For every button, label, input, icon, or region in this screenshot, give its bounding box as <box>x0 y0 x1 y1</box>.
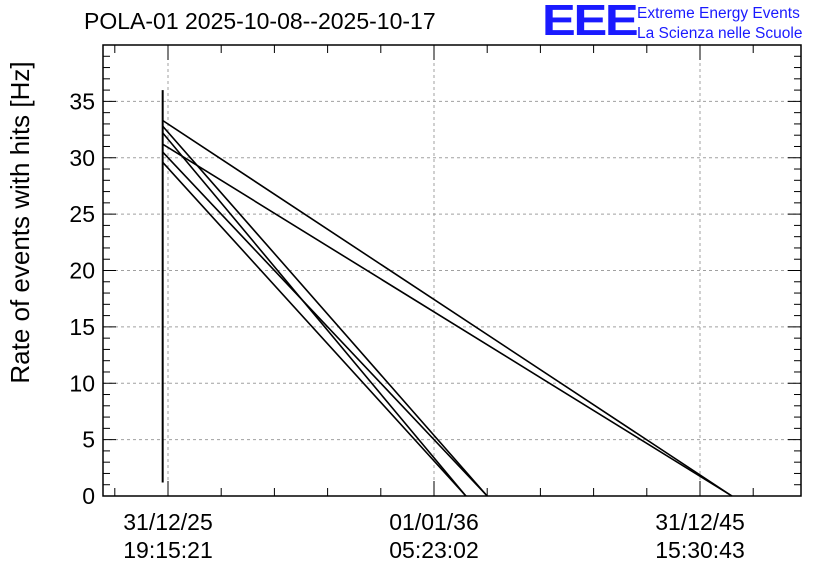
y-tick-label: 25 <box>69 201 95 227</box>
x-tick-label-time: 05:23:02 <box>389 537 479 563</box>
axes <box>102 44 802 497</box>
y-tick-label: 10 <box>69 370 95 396</box>
x-tick-label-date: 31/12/45 <box>655 509 745 535</box>
series-layer <box>161 90 733 497</box>
series-line-4 <box>162 132 467 497</box>
series-line-5 <box>162 151 488 497</box>
x-tick-label-date: 31/12/25 <box>123 509 213 535</box>
x-tick-label-time: 15:30:43 <box>655 537 745 563</box>
chart-title: POLA-01 2025-10-08--2025-10-17 <box>84 8 436 34</box>
logo-text-line2: La Scienza nelle Scuole <box>637 25 803 42</box>
y-tick-label: 35 <box>69 88 95 114</box>
series-line-3 <box>162 125 488 497</box>
x-tick-label-time: 19:15:21 <box>123 537 213 563</box>
y-tick-label: 30 <box>69 145 95 171</box>
y-tick-label: 5 <box>82 427 95 453</box>
series-line-2 <box>162 143 733 497</box>
eee-logo: EEE Extreme Energy Events La Scienza nel… <box>542 0 832 48</box>
series-line-6 <box>162 161 467 497</box>
y-tick-label: 0 <box>82 483 95 509</box>
y-axis-label: Rate of events with hits [Hz] <box>5 61 35 383</box>
y-tick-label: 20 <box>69 258 95 284</box>
logo-mark: EEE <box>542 0 639 45</box>
y-tick-label: 15 <box>69 314 95 340</box>
series-line-1 <box>162 119 733 497</box>
logo-text-line1: Extreme Energy Events <box>637 5 800 22</box>
x-tick-label-date: 01/01/36 <box>389 509 479 535</box>
grid <box>103 45 801 496</box>
